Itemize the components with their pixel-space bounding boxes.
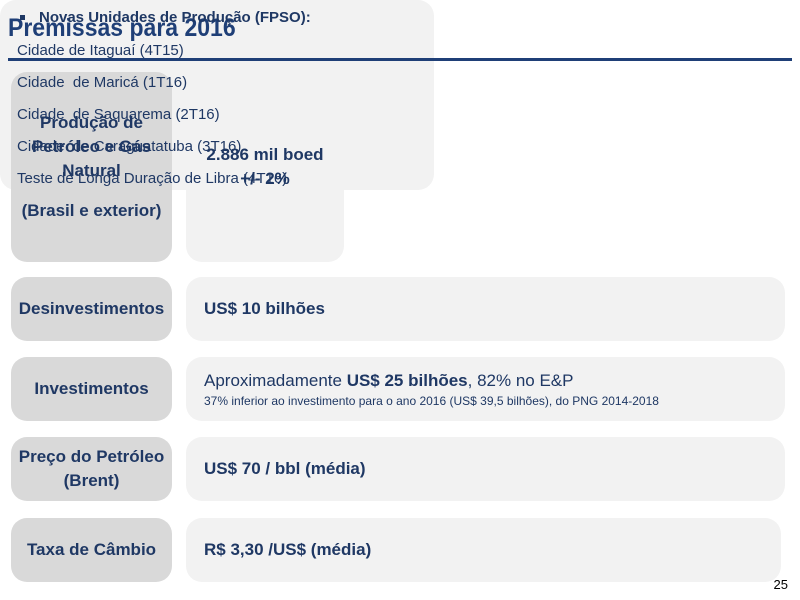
investments-suffix: , 82% no E&P bbox=[467, 370, 574, 390]
fpso-item: Cidade de Saquarema (2T16) bbox=[17, 106, 220, 123]
production-label-line: (Brasil e exterior) bbox=[21, 201, 162, 220]
production-value: 2.886 mil boed +/- 2% bbox=[186, 72, 344, 262]
investments-note: 37% inferior ao investimento para o ano … bbox=[204, 393, 659, 408]
production-label-line: Petróleo e Gás bbox=[31, 137, 152, 156]
production-label: Produção de Petróleo e Gás Natural (Bras… bbox=[11, 72, 172, 262]
fpso-header: Novas Unidades de Produção (FPSO): bbox=[20, 9, 311, 26]
exchange-rate-value: R$ 3,30 /US$ (média) bbox=[186, 518, 781, 582]
title-divider bbox=[8, 58, 792, 61]
divestments-value: US$ 10 bilhões bbox=[186, 277, 785, 341]
fpso-item: Teste de Longa Duração de Libra (4T16) bbox=[17, 170, 288, 187]
fpso-item: Cidade de Maricá (1T16) bbox=[17, 74, 188, 91]
investments-prefix: Aproximadamente bbox=[204, 370, 347, 390]
investments-value: Aproximadamente US$ 25 bilhões, 82% no E… bbox=[186, 357, 785, 421]
investments-amount: US$ 25 bilhões bbox=[346, 370, 468, 390]
fpso-header-text: Novas Unidades de Produção (FPSO): bbox=[39, 9, 311, 26]
oil-price-label: Preço do Petróleo (Brent) bbox=[11, 437, 172, 501]
production-value-line: +/- 2% bbox=[240, 169, 290, 188]
fpso-item: Cidade de Itaguaí (4T15) bbox=[17, 42, 184, 59]
page-title: Premissas para 2016 bbox=[8, 14, 236, 42]
oil-price-value: US$ 70 / bbl (média) bbox=[186, 437, 785, 501]
investments-label: Investimentos bbox=[11, 357, 172, 421]
oil-price-label-line: (Brent) bbox=[63, 471, 120, 490]
divestments-label: Desinvestimentos bbox=[11, 277, 172, 341]
fpso-item: Cidade de Caraguatatuba (3T16) bbox=[17, 138, 242, 155]
exchange-rate-label: Taxa de Câmbio bbox=[11, 518, 172, 582]
production-label-line: Produção de bbox=[40, 113, 143, 132]
oil-price-label-line: Preço do Petróleo bbox=[18, 447, 165, 466]
square-bullet-icon bbox=[20, 15, 25, 20]
investments-main-line: Aproximadamente US$ 25 bilhões, 82% no E… bbox=[204, 371, 573, 391]
production-value-line: 2.886 mil boed bbox=[206, 145, 324, 164]
page-number: 25 bbox=[773, 577, 788, 592]
production-label-line: Natural bbox=[62, 161, 121, 180]
